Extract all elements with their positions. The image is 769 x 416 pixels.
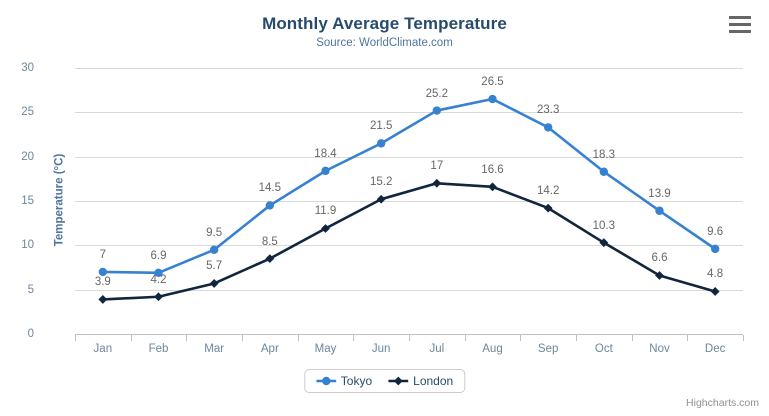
legend-item-london[interactable]: London: [388, 374, 453, 388]
gridline: [75, 68, 743, 69]
data-label: 13.9: [648, 187, 671, 200]
x-axis-line: [75, 334, 743, 335]
x-axis-tick-label: Dec: [704, 343, 726, 355]
x-axis-tick-label: Aug: [482, 343, 503, 355]
x-axis-tick: [464, 335, 466, 341]
data-label: 14.5: [258, 182, 282, 195]
x-axis-tick-label: Jun: [371, 343, 391, 355]
data-label: 6.6: [651, 252, 668, 265]
chart-title: Monthly Average Temperature: [262, 14, 507, 33]
data-label: 11.9: [314, 205, 337, 218]
gridline: [75, 112, 743, 114]
data-label: 6.9: [150, 249, 167, 262]
x-axis-tick: [75, 335, 76, 341]
data-label: 4.8: [707, 268, 724, 281]
legend-symbol-diamond-icon: [388, 376, 409, 386]
data-label: 4.2: [150, 273, 167, 286]
data-label: 25.2: [425, 87, 449, 100]
data-label: 15.2: [369, 176, 393, 189]
hamburger-menu-icon[interactable]: [729, 16, 753, 36]
x-axis-tick-label: Nov: [649, 343, 670, 355]
y-axis-tick-label: 25: [21, 106, 34, 119]
data-label: 7: [99, 248, 107, 261]
chart-legend[interactable]: Tokyo London: [303, 369, 466, 393]
x-axis-tick: [631, 335, 633, 341]
x-axis-tick-label: Jan: [93, 343, 113, 355]
data-label: 21.5: [369, 120, 393, 133]
data-label: 18.3: [592, 148, 616, 161]
y-axis-tick-label: 20: [21, 150, 34, 163]
data-label: 3.9: [94, 276, 111, 289]
data-label: 23.3: [536, 104, 560, 117]
gridline: [75, 289, 743, 291]
data-label: 17: [430, 160, 444, 173]
x-axis-tick: [186, 335, 188, 341]
gridline: [75, 156, 743, 158]
hamburger-bar: [729, 23, 751, 26]
legend-label: London: [413, 374, 454, 388]
x-axis-tick: [242, 335, 243, 341]
x-axis-tick: [576, 335, 577, 341]
legend-label: Tokyo: [340, 374, 373, 388]
x-axis-tick-label: Jul: [429, 343, 445, 355]
x-axis-tick: [520, 335, 522, 341]
credits-label[interactable]: Highcharts.com: [686, 397, 759, 409]
y-axis-title: Temperature (°C): [53, 153, 66, 247]
data-label: 8.5: [261, 235, 278, 248]
x-axis-tick: [409, 335, 410, 341]
x-axis-tick: [297, 335, 299, 341]
data-label: 16.6: [481, 163, 504, 176]
legend-item-tokyo[interactable]: Tokyo: [315, 374, 373, 388]
y-axis-tick-label: 5: [27, 283, 34, 296]
y-axis-tick-label: 0: [27, 328, 34, 340]
data-label: 26.5: [481, 76, 504, 89]
x-axis-tick-label: Oct: [594, 343, 613, 355]
x-axis-tick: [743, 335, 744, 341]
x-axis-tick: [353, 335, 355, 341]
x-axis-tick-label: May: [314, 343, 337, 355]
y-axis-tick-label: 10: [21, 239, 34, 252]
gridline: [75, 201, 743, 202]
chart-subtitle: Source: WorldClimate.com: [316, 37, 453, 49]
data-label: 9.5: [206, 226, 223, 239]
plot-area: [75, 68, 743, 335]
x-axis-tick-label: Apr: [260, 343, 279, 355]
gridline: [75, 245, 743, 247]
x-axis-tick-label: Feb: [148, 343, 169, 355]
data-label: 9.6: [707, 225, 724, 238]
y-axis-tick-label: 15: [21, 195, 34, 207]
data-label: 18.4: [314, 147, 337, 160]
x-axis-tick: [130, 335, 132, 341]
data-label: 5.7: [206, 260, 223, 273]
x-axis-tick: [687, 335, 689, 341]
hamburger-bar: [729, 30, 751, 33]
data-label: 14.2: [536, 185, 560, 198]
data-label: 10.3: [592, 219, 616, 232]
hamburger-bar: [729, 16, 751, 19]
x-axis-tick-label: Mar: [204, 343, 225, 355]
x-axis-tick-label: Sep: [537, 343, 559, 355]
y-axis-tick-label: 30: [21, 62, 34, 74]
legend-symbol-circle-icon: [315, 376, 336, 386]
